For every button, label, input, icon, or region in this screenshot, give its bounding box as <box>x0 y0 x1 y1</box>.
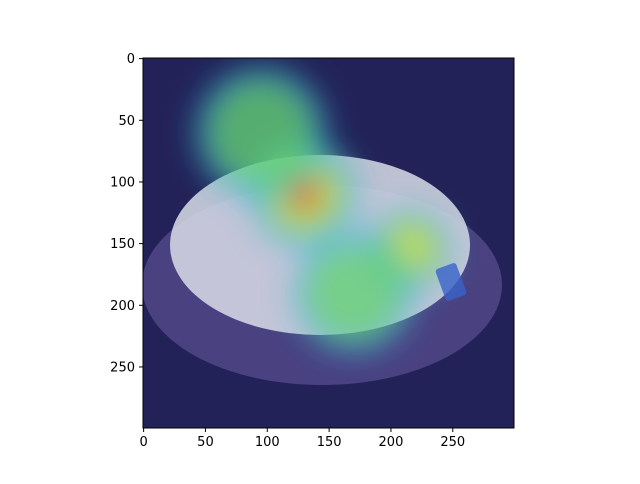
x-tick-label: 0 <box>139 435 147 450</box>
heat-hotspot-3-level-1 <box>305 244 403 342</box>
y-tick-label: 0 <box>127 52 135 67</box>
y-tick-label: 50 <box>118 114 135 129</box>
x-tick-label: 150 <box>317 435 342 450</box>
x-tick-label: 250 <box>440 435 465 450</box>
x-tick-label: 100 <box>255 435 280 450</box>
bed-tag <box>435 263 467 301</box>
y-tick-label: 200 <box>110 299 135 314</box>
y-tick-label: 150 <box>110 237 135 252</box>
heat-hotspot-2-level-1 <box>208 79 315 186</box>
y-tick-label: 250 <box>110 360 135 375</box>
y-axis: 0 50 100 150 200 250 <box>110 52 143 375</box>
heat-overlay <box>193 64 453 355</box>
plot-area <box>143 58 514 428</box>
x-tick-label: 200 <box>379 435 404 450</box>
axes-frame <box>142 57 515 429</box>
x-tick-label: 50 <box>197 435 214 450</box>
y-tick-label: 100 <box>110 175 135 190</box>
x-axis: 0 50 100 150 200 250 <box>139 428 465 450</box>
